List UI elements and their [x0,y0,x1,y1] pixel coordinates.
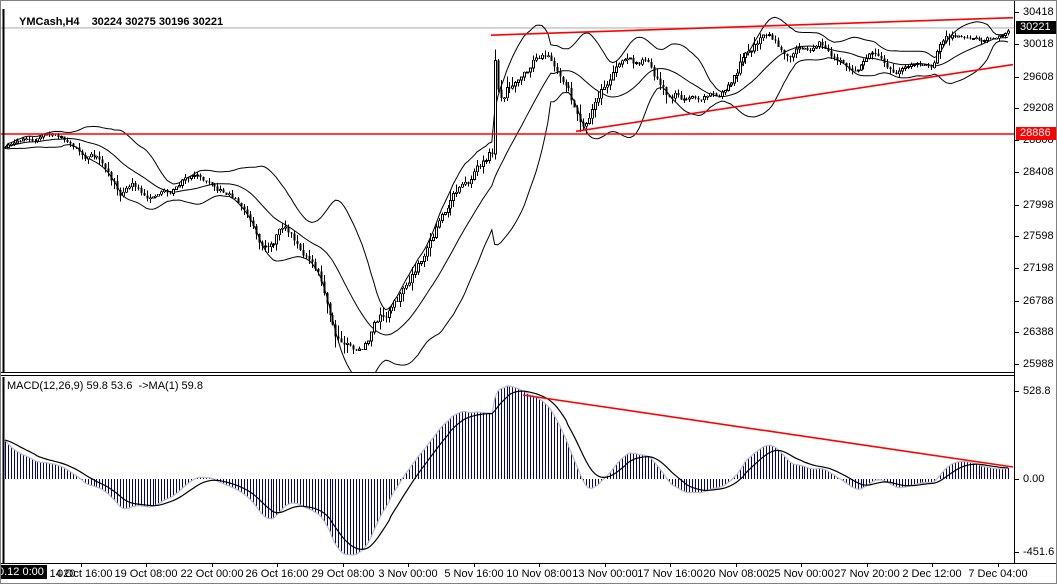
macd-trendline[interactable] [522,394,1014,468]
price-tick-label: 27998 [1023,199,1054,211]
time-tick-mark [408,564,409,567]
time-tick-label: 22 Oct 00:00 [180,568,244,580]
ohlc-readout: 30224 30275 30196 30221 [91,16,224,28]
level-price-tag: 28886 [1016,127,1056,140]
time-tick-label: 3 Nov 00:00 [378,568,438,580]
time-tick-mark [146,564,147,567]
time-tick-mark [81,564,82,567]
lower-trendline [575,63,1014,133]
axis-tick-mark [1015,479,1019,480]
price-tick-label: 28408 [1023,166,1054,178]
macd-envelope-line [4,385,1009,556]
price-tick-label: 27598 [1023,230,1054,242]
axis-tick-mark [1015,44,1019,45]
vline-time-tag: 0.12 0:00 [1,565,47,579]
time-tick-mark [867,564,868,567]
axis-tick-mark [1015,268,1019,269]
time-tick-label: 14 Oct 16:00 [49,568,113,580]
upper-trendline [490,16,1014,36]
time-tick-label: 25 Nov 00:00 [768,568,834,580]
macd-signal-line [4,390,1009,551]
time-tick-mark [932,564,933,567]
time-tick-label: 10 Nov 08:00 [506,568,572,580]
time-tick-mark [801,564,802,567]
axis-tick-mark [1015,236,1019,237]
panel-separator-line[interactable] [1,372,1056,373]
price-tick-label: 26388 [1023,326,1054,338]
price-tick-label: 29608 [1023,71,1054,83]
axis-tick-mark [1015,140,1019,141]
indicator-label: MACD(12,26,9) 59.8 53.6 ->MA(1) 59.8 [7,380,203,392]
time-tick-label: 2 Dec 12:00 [902,568,962,580]
price-axis[interactable]: 30418 30018 29608 29208 28808 28408 27998 27598… [1015,1,1056,563]
macd-tick-label: -451.6 [1023,546,1055,558]
time-tick-mark [343,564,344,567]
time-tick-label: 5 Nov 16:00 [444,568,504,580]
time-tick-label: 17 Nov 16:00 [637,568,703,580]
time-tick-mark [670,564,671,567]
chart-title: YMCash,H4 30224 30275 30196 30221 [7,4,223,40]
time-tick-label: 29 Oct 08:00 [311,568,375,580]
time-tick-label: 19 Oct 08:00 [114,568,178,580]
time-tick-label: 26 Oct 16:00 [245,568,309,580]
time-tick-label: 13 Nov 00:00 [572,568,638,580]
time-tick-label: 27 Nov 20:00 [834,568,900,580]
axis-tick-mark [1015,364,1019,365]
time-tick-mark [605,564,606,567]
price-tick-label: 25988 [1023,358,1054,370]
time-tick-label: 7 Dec 04:00 [968,568,1028,580]
price-tick-label: 30018 [1023,38,1054,50]
axis-tick-mark [1015,332,1019,333]
axis-tick-mark [1015,391,1019,392]
time-tick-mark [212,564,213,567]
axis-tick-mark [1015,172,1019,173]
price-tick-label: 29208 [1023,102,1054,114]
macd-panel-canvas[interactable] [1,377,1014,563]
main-chart-canvas[interactable] [1,1,1014,372]
time-tick-label: 20 Nov 08:00 [703,568,769,580]
current-price-tag: 30221 [1016,21,1056,34]
macd-histogram [5,386,1009,555]
symbol-timeframe-label: YMCash,H4 [19,16,80,28]
price-tick-label: 27198 [1023,262,1054,274]
axis-tick-mark [1015,205,1019,206]
panel-separator-line[interactable] [1,375,1056,376]
time-tick-mark [474,564,475,567]
macd-tick-label: 528.8 [1023,385,1051,397]
axis-tick-mark [1015,301,1019,302]
time-tick-mark [277,564,278,567]
partial-year-label: 020 [57,568,76,580]
macd-tick-label: 0.00 [1023,473,1045,485]
red-lines-layer[interactable] [1,16,1014,135]
axis-tick-mark [1015,12,1019,13]
axis-tick-mark [1015,552,1019,553]
price-tick-label: 30418 [1023,6,1054,18]
price-tick-label: 26788 [1023,295,1054,307]
time-tick-mark [998,564,999,567]
time-tick-mark [539,564,540,567]
axis-tick-mark [1015,108,1019,109]
time-axis-border-line [1,563,1056,564]
axis-tick-mark [1015,77,1019,78]
time-tick-mark [736,564,737,567]
price-axis-border-line [1014,1,1015,563]
candles-layer [4,29,1010,355]
time-axis[interactable]: 14 Oct 16:00 19 Oct 08:00 22 Oct 00:00 26 O… [1,564,1056,583]
